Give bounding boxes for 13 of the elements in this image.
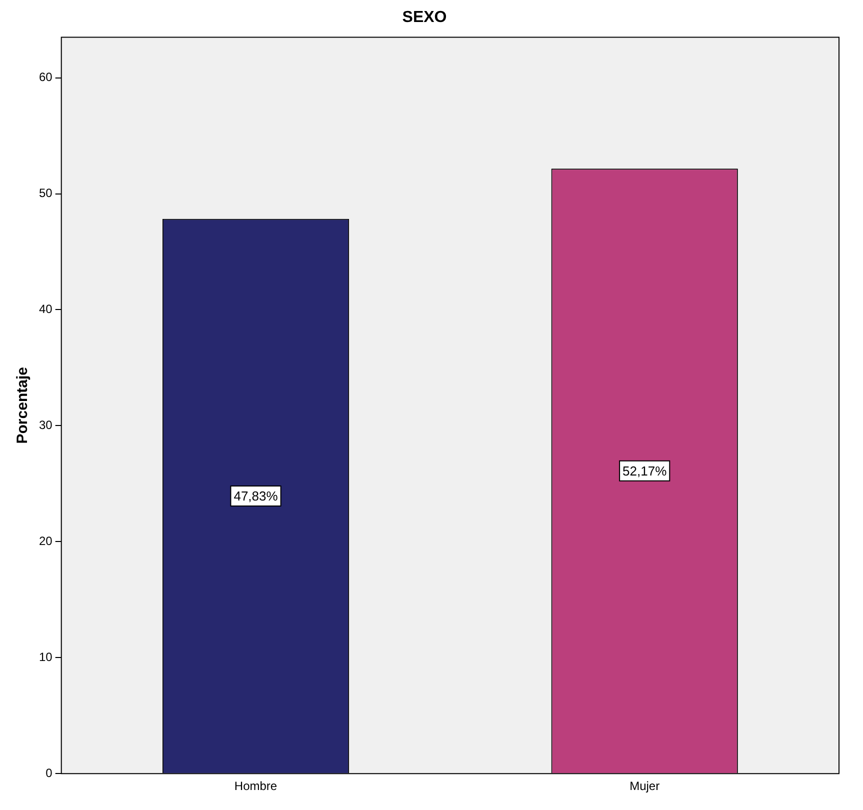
y-tick-label: 40 [38, 302, 53, 316]
y-tick-label: 20 [38, 534, 53, 548]
x-tick-label: Mujer [630, 779, 660, 794]
data-label: 52,17% [622, 463, 668, 478]
y-tick-label: 50 [38, 186, 53, 200]
x-tick-label: Hombre [234, 779, 278, 794]
y-tick-label: 60 [38, 70, 53, 84]
y-tick-label: 30 [38, 418, 53, 432]
chart-title: SEXO [402, 9, 447, 26]
y-axis-title: Porcentaje [14, 367, 32, 444]
data-label: 47,83% [234, 488, 278, 504]
y-tick-label: 10 [38, 650, 53, 664]
y-tick-label: 0 [46, 766, 53, 780]
